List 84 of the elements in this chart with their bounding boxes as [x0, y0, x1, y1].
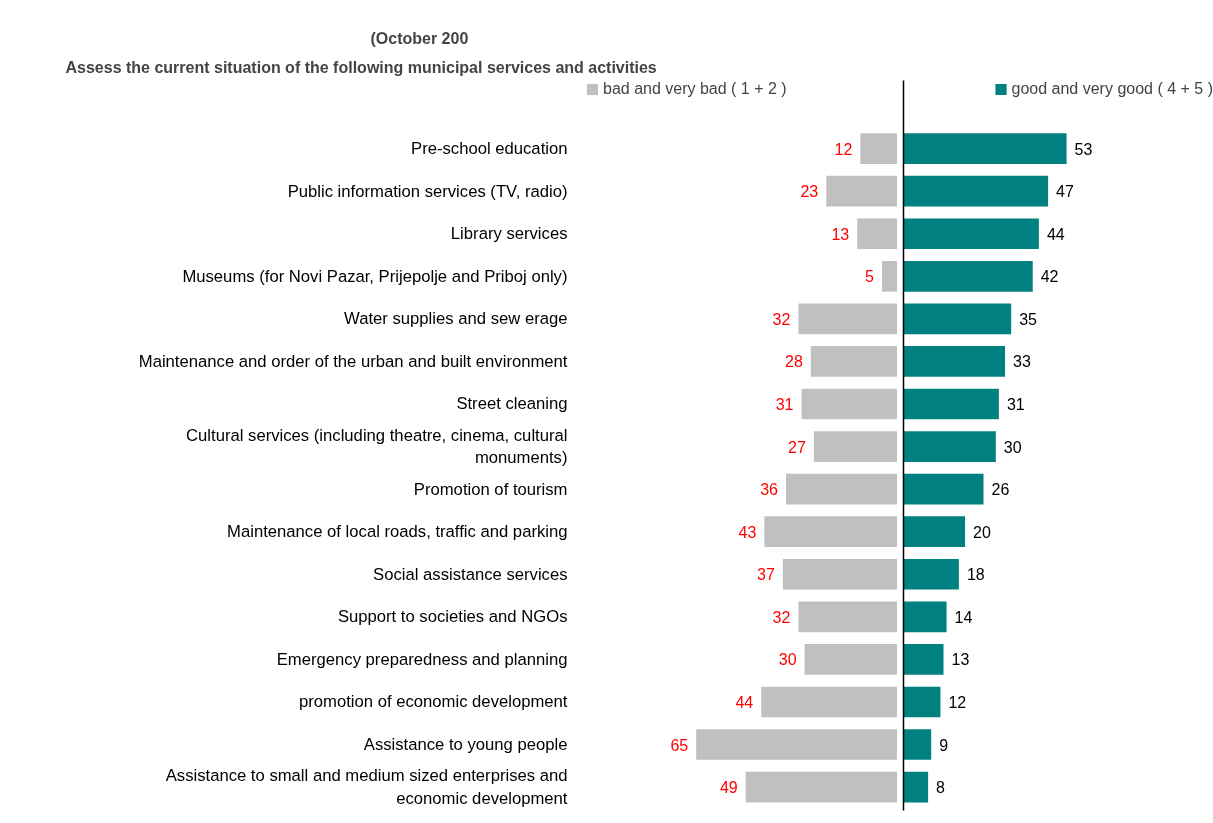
data-label: 44	[1046, 225, 1065, 243]
data-label: 9	[939, 736, 949, 754]
data-label: 12	[834, 140, 853, 158]
bar	[903, 346, 1006, 377]
bar	[903, 218, 1039, 250]
data-label: 5	[865, 268, 875, 286]
data-label: 42	[1040, 268, 1059, 286]
y-tick-label: Maintenance of local roads, traffic and parking	[227, 522, 568, 542]
data-label: 8	[936, 779, 946, 797]
bar	[903, 729, 932, 760]
data-label: 30	[1003, 438, 1022, 456]
data-label: 13	[951, 651, 970, 669]
bar	[745, 771, 897, 803]
text: (October 200	[370, 29, 469, 47]
y-tick-label: Museums (for Novi Pazar, Prijepolje and Priboj only)	[182, 266, 568, 286]
bar	[801, 388, 897, 420]
y-tick-label: Pre-school education	[411, 139, 568, 159]
bar	[813, 431, 897, 462]
y-tick-label: Street cleaning	[456, 394, 568, 414]
y-tick-label: Library services	[450, 224, 568, 244]
data-label: 14	[954, 608, 973, 626]
data-label: 26	[991, 481, 1010, 499]
bar	[903, 686, 941, 718]
bar	[860, 133, 897, 164]
data-label: 32	[772, 310, 791, 328]
bar	[903, 644, 944, 675]
data-label: 35	[1019, 310, 1038, 328]
data-label: 23	[800, 183, 819, 201]
legend-label: good and very good ( 4 + 5 )	[1011, 80, 1213, 98]
bar	[826, 175, 897, 207]
bar	[798, 601, 897, 633]
data-label: 20	[973, 523, 991, 541]
data-label: 49	[719, 779, 738, 797]
data-label: 30	[778, 651, 797, 669]
bar	[798, 303, 897, 335]
y-tick-label: promotion of economic development	[299, 692, 568, 712]
data-label: 31	[1006, 396, 1025, 413]
bar	[903, 516, 966, 548]
y-tick-label: Support to societies and NGOs	[337, 607, 568, 627]
y-tick-label: Maintenance and order of the urban and built environment	[138, 351, 568, 371]
y-tick-label: Assistance to young people	[363, 735, 568, 755]
bar	[810, 346, 897, 377]
bar	[782, 558, 897, 590]
data-label: 36	[760, 481, 779, 499]
y-tick-label: Promotion of tourism	[413, 479, 568, 499]
bar	[903, 771, 929, 803]
bar	[764, 516, 897, 548]
data-label: 33	[1013, 353, 1031, 371]
data-label: 44	[735, 693, 754, 711]
bar	[804, 644, 897, 675]
data-label: 12	[948, 693, 967, 711]
bar	[857, 218, 897, 250]
data-label: 27	[788, 438, 806, 456]
data-label: 28	[784, 353, 803, 371]
data-label: 47	[1056, 183, 1075, 201]
data-label: 31	[775, 396, 794, 413]
data-label: 32	[772, 608, 791, 626]
data-label: 65	[670, 736, 689, 754]
data-label: 13	[831, 225, 850, 243]
bar	[903, 133, 1067, 164]
data-label: 53	[1074, 140, 1093, 158]
text: Assess the current situation of the following municipal services and activities	[65, 58, 657, 76]
bar	[903, 388, 999, 420]
y-tick-label: Cultural services (including theatre, cinema, cultural monuments)	[186, 425, 568, 468]
bar	[903, 431, 996, 462]
bar	[882, 260, 897, 292]
legend-label: bad and very bad ( 1 + 2 )	[603, 80, 787, 98]
bar	[903, 303, 1012, 335]
y-tick-label: Social assistance services	[373, 564, 568, 584]
bar	[903, 175, 1049, 207]
bar	[786, 473, 897, 505]
y-tick-label: Emergency preparedness and planning	[276, 649, 568, 669]
bar	[903, 558, 959, 590]
data-label: 43	[738, 523, 757, 541]
bar	[903, 473, 984, 505]
bar	[761, 686, 897, 718]
data-label: 37	[757, 566, 776, 584]
y-tick-label: Assistance to small and medium sized enterprises and economic development	[165, 766, 568, 808]
bar	[696, 729, 897, 760]
data-label: 18	[966, 566, 985, 584]
y-tick-label: Public information services (TV, radio)	[287, 181, 568, 201]
bar	[903, 260, 1033, 292]
bar	[903, 601, 947, 633]
y-tick-label: Water supplies and sew erage	[344, 309, 568, 329]
